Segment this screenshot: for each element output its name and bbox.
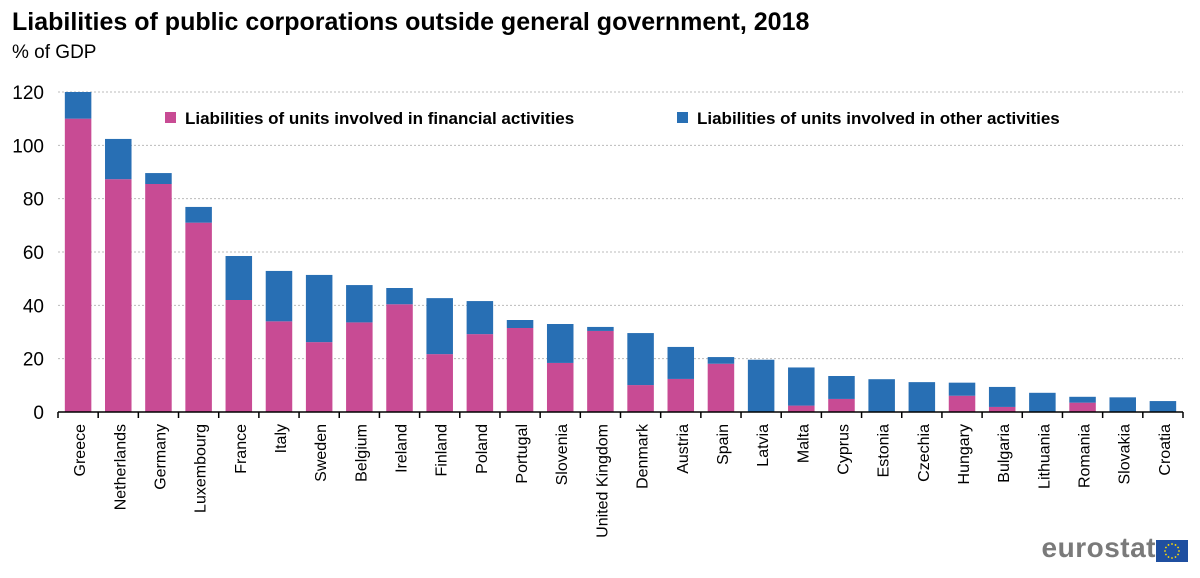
x-tick-label: Slovakia	[1117, 424, 1134, 485]
bar-financial	[105, 179, 132, 412]
bar-financial	[426, 354, 453, 412]
bar-financial	[386, 304, 413, 412]
x-tick-label: Malta	[795, 424, 812, 463]
bar-financial	[546, 362, 574, 412]
bar-other	[627, 333, 654, 386]
bar-other	[1149, 401, 1177, 412]
bar-financial	[265, 321, 293, 412]
x-tick-label: Cyprus	[835, 424, 852, 475]
legend-label: Liabilities of units involved in other a…	[697, 109, 1060, 128]
y-tick-label: 40	[23, 296, 44, 317]
bar-other	[948, 382, 976, 396]
x-tick-label: Bulgaria	[996, 424, 1013, 483]
eurostat-logo: eurostat	[1041, 532, 1156, 563]
x-tick-label: Belgium	[353, 424, 370, 482]
bar-other	[145, 173, 172, 184]
y-tick-label: 0	[33, 403, 44, 424]
bar-other	[546, 324, 574, 363]
chart-title: Liabilities of public corporations outsi…	[12, 8, 810, 36]
bar-other	[707, 357, 735, 364]
eu-flag-icon	[1156, 540, 1188, 562]
x-tick-label: Luxembourg	[193, 424, 210, 513]
bar-other	[185, 206, 212, 223]
bar-financial	[1069, 402, 1096, 412]
bar-other	[868, 379, 895, 412]
x-tick-label: Romania	[1077, 424, 1094, 488]
x-tick-label: Finland	[434, 424, 451, 476]
bar-other	[788, 367, 815, 406]
bar-other	[988, 386, 1016, 407]
x-tick-label: Lithuania	[1036, 424, 1053, 489]
x-tick-label: Estonia	[876, 424, 893, 477]
x-tick-label: Netherlands	[112, 424, 129, 510]
y-tick-label: 20	[23, 350, 44, 371]
bar-financial	[506, 328, 534, 412]
bar-other	[587, 326, 614, 331]
x-tick-label: United Kingdom	[594, 424, 611, 538]
bar-other	[426, 298, 453, 355]
y-tick-label: 120	[12, 83, 44, 104]
x-tick-label: Spain	[715, 424, 732, 465]
y-tick-label: 100	[12, 136, 44, 157]
x-tick-label: Ireland	[394, 424, 411, 473]
x-tick-label: Slovenia	[554, 424, 571, 485]
bar-other	[667, 346, 695, 379]
bar-other	[747, 359, 775, 412]
bar-financial	[948, 395, 976, 412]
y-tick-label: 60	[23, 243, 44, 264]
x-tick-label: Poland	[474, 424, 491, 474]
bar-financial	[64, 118, 92, 413]
bar-financial	[627, 385, 654, 412]
legend-label: Liabilities of units involved in financi…	[185, 109, 574, 128]
bar-financial	[667, 378, 695, 412]
x-tick-label: Latvia	[755, 424, 772, 467]
x-tick-label: Germany	[152, 424, 169, 490]
bar-other	[346, 285, 373, 323]
bar-other	[1109, 397, 1136, 412]
bar-other	[1029, 392, 1056, 412]
x-tick-label: Czechia	[916, 424, 933, 482]
chart-subtitle: % of GDP	[12, 42, 97, 63]
bar-financial	[305, 342, 333, 412]
y-tick-label: 80	[23, 190, 44, 211]
legend-swatch	[165, 112, 176, 123]
bar-other	[506, 320, 534, 328]
x-tick-label: Italy	[273, 424, 290, 453]
bar-other	[225, 256, 253, 300]
bar-other	[828, 376, 855, 399]
bar-financial	[225, 300, 253, 412]
x-tick-label: Austria	[675, 424, 692, 474]
bar-other	[265, 270, 293, 322]
bar-other	[1069, 396, 1096, 403]
x-tick-label: Greece	[72, 424, 89, 477]
bar-financial	[346, 322, 373, 412]
x-tick-label: Hungary	[956, 424, 973, 484]
bar-financial	[788, 405, 815, 412]
x-tick-label: Croatia	[1157, 424, 1174, 476]
bar-other	[386, 288, 413, 305]
bar-financial	[145, 184, 172, 412]
bar-other	[105, 138, 132, 180]
bar-financial	[828, 398, 855, 412]
legend-swatch	[677, 112, 688, 123]
x-tick-label: France	[233, 424, 250, 474]
bar-financial	[707, 363, 735, 412]
bar-other	[466, 301, 494, 335]
x-tick-label: Denmark	[635, 423, 652, 489]
bar-financial	[587, 330, 614, 412]
bar-financial	[988, 406, 1016, 412]
bar-financial	[466, 334, 494, 412]
bar-other	[908, 382, 936, 412]
bar-financial	[185, 222, 212, 412]
bar-other	[64, 92, 92, 119]
x-tick-label: Portugal	[514, 424, 531, 484]
bar-other	[305, 274, 333, 343]
x-tick-label: Sweden	[313, 424, 330, 482]
